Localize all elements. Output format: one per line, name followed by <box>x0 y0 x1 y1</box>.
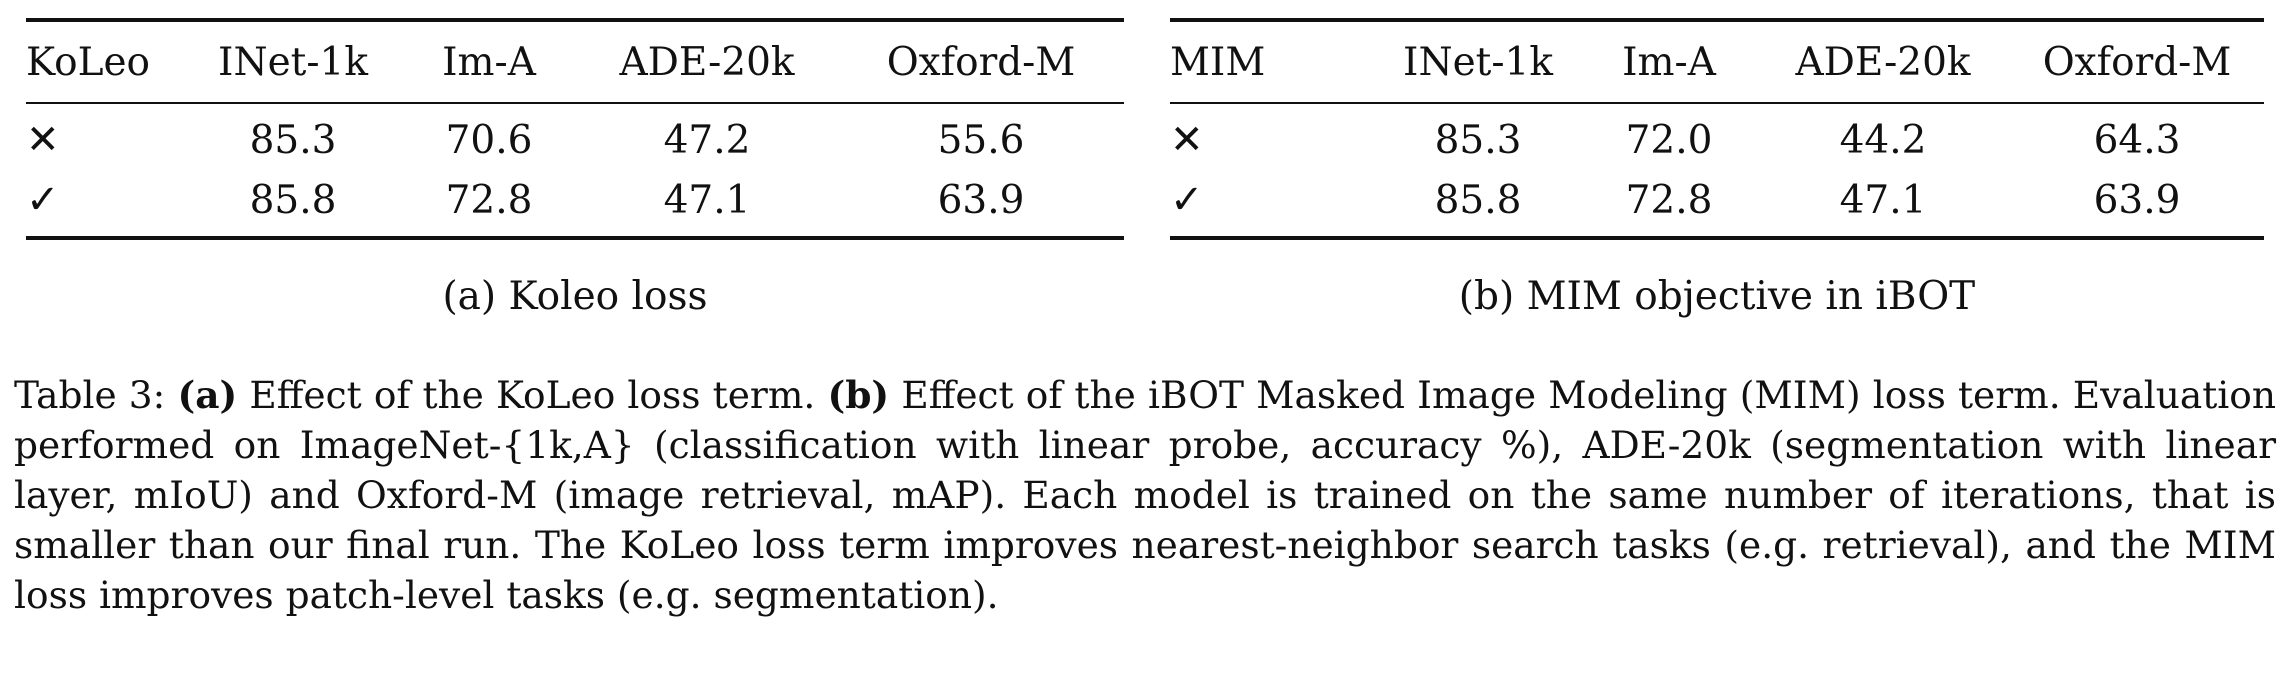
header-oxford-m: Oxford-M <box>886 39 1076 85</box>
table-row: ✓ 85.8 72.8 47.1 63.9 <box>1170 172 2264 238</box>
cell-oxford-m: 64.3 <box>2093 117 2181 163</box>
header-koleo: KoLeo <box>26 39 151 85</box>
header-ade-20k: ADE-20k <box>619 39 795 85</box>
header-inet-1k: INet-1k <box>218 39 368 85</box>
header-row: KoLeo INet-1k Im-A ADE-20k Oxford-M <box>26 20 1124 103</box>
header-im-a: Im-A <box>442 39 536 85</box>
cell-oxford-m: 63.9 <box>2093 177 2181 223</box>
cell-im-a: 72.8 <box>1625 177 1713 223</box>
cell-im-a: 72.0 <box>1625 117 1713 163</box>
caption-part-a-text: Effect of the KoLeo loss term. <box>249 373 816 417</box>
table-row: ✕ 85.3 72.0 44.2 64.3 <box>1170 103 2264 172</box>
header-row: MIM INet-1k Im-A ADE-20k Oxford-M <box>1170 20 2264 103</box>
cell-ade-20k: 44.2 <box>1839 117 1927 163</box>
mim-table: MIM INet-1k Im-A ADE-20k Oxford-M ✕ 85.3… <box>1170 18 2264 240</box>
cross-icon: ✕ <box>1170 117 1204 163</box>
subtable-a: KoLeo INet-1k Im-A ADE-20k Oxford-M ✕ 85… <box>26 18 1124 319</box>
cell-inet-1k: 85.3 <box>1434 117 1522 163</box>
cell-inet-1k: 85.8 <box>249 177 337 223</box>
cell-inet-1k: 85.3 <box>249 117 337 163</box>
cross-icon: ✕ <box>26 117 60 163</box>
cell-ade-20k: 47.2 <box>663 117 751 163</box>
table-caption: Table 3: (a) Effect of the KoLeo loss te… <box>14 370 2276 620</box>
caption-part-b-text: Effect of the iBOT Masked Image Modeling… <box>14 373 2277 617</box>
caption-label: Table 3: <box>14 373 166 417</box>
caption-part-a-label: (a) <box>177 373 238 417</box>
subcaption-a: (a) Koleo loss <box>442 274 708 319</box>
header-ade-20k: ADE-20k <box>1795 39 1971 85</box>
cell-im-a: 70.6 <box>445 117 533 163</box>
cell-ade-20k: 47.1 <box>1839 177 1927 223</box>
subtable-b: MIM INet-1k Im-A ADE-20k Oxford-M ✕ 85.3… <box>1170 18 2264 319</box>
cell-ade-20k: 47.1 <box>663 177 751 223</box>
cell-oxford-m: 55.6 <box>937 117 1025 163</box>
header-inet-1k: INet-1k <box>1403 39 1553 85</box>
cell-im-a: 72.8 <box>445 177 533 223</box>
table-row: ✓ 85.8 72.8 47.1 63.9 <box>26 172 1124 238</box>
header-mim: MIM <box>1170 39 1266 85</box>
header-im-a: Im-A <box>1622 39 1716 85</box>
subcaption-b: (b) MIM objective in iBOT <box>1458 274 1976 319</box>
cell-oxford-m: 63.9 <box>937 177 1025 223</box>
table-row: ✕ 85.3 70.6 47.2 55.6 <box>26 103 1124 172</box>
checkmark-icon: ✓ <box>1170 177 1204 223</box>
cell-inet-1k: 85.8 <box>1434 177 1522 223</box>
caption-part-b-label: (b) <box>827 373 890 417</box>
koleo-table: KoLeo INet-1k Im-A ADE-20k Oxford-M ✕ 85… <box>26 18 1124 240</box>
checkmark-icon: ✓ <box>26 177 60 223</box>
header-oxford-m: Oxford-M <box>2042 39 2232 85</box>
